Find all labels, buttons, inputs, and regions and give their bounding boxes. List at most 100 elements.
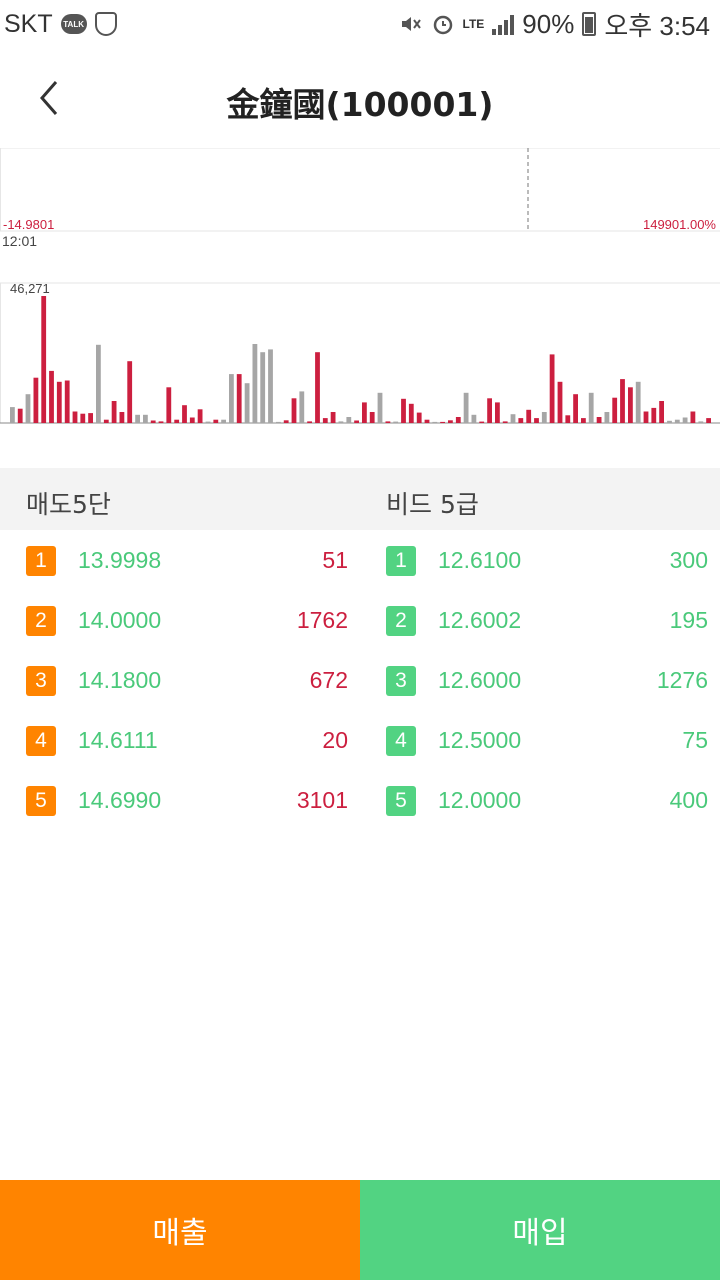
ask-quantity: 1762 [296,607,348,633]
app-header: 金鐘國(100001) [0,48,720,148]
battery-icon [582,12,597,36]
volume-bar [174,419,180,423]
chevron-left-icon [40,81,58,115]
sell-button[interactable]: 매출 [0,1180,360,1280]
ask-row[interactable]: 2 14.0000 1762 [0,590,360,650]
back-button[interactable] [30,78,70,118]
volume-bar [229,374,234,423]
rank-badge: 4 [26,726,56,756]
volume-bar [338,421,344,423]
volume-bar [369,412,375,423]
price-change-label: 149901.00% [642,217,716,232]
rank-badge: 3 [386,666,416,696]
bid-price: 12.6100 [438,547,522,573]
rank-badge: 2 [26,606,56,636]
volume-bar [518,418,524,423]
volume-bar [127,361,133,423]
bid-row[interactable]: 2 12.6002 195 [360,590,720,650]
volume-bar [502,421,508,423]
ask-quantity: 3101 [296,787,348,813]
bid-quantity: 400 [669,787,708,813]
volume-bar [635,381,641,423]
bid-header: 비드 5급 [386,490,479,519]
volume-bar [276,421,281,423]
volume-bar [487,398,492,423]
volume-bar [588,392,594,423]
volume-bar [416,412,422,423]
volume-bar [565,415,571,423]
volume-bar [291,398,297,423]
volume-bar [315,352,320,423]
volume-bar [96,344,101,423]
volume-bar [10,407,15,423]
ask-row[interactable]: 1 13.9998 51 [0,530,360,590]
ask-row[interactable]: 3 14.1800 672 [0,650,360,710]
rank-badge: 3 [26,666,56,696]
ask-row[interactable]: 5 14.6990 3101 [0,770,360,830]
volume-bar [401,398,406,423]
signal-icon [492,13,515,35]
volume-bar [604,412,610,423]
alarm-icon [431,12,455,36]
volume-bar [620,379,625,423]
clock: 오후 3:54 [604,10,710,41]
volume-bar [135,414,140,423]
volume-bar [244,383,250,423]
volume-bar [307,421,312,423]
price-min-label: -14.9801 [3,217,55,232]
volume-bar [25,394,31,423]
time-label: 12:01 [2,233,38,249]
volume-bar [205,421,211,423]
ask-quantity: 672 [309,667,348,693]
volume-max-label: 46,271 [10,281,50,296]
rank-badge: 2 [386,606,416,636]
volume-bar [260,352,266,423]
network-type-label: LTE [462,17,485,31]
volume-bar [549,354,555,423]
volume-bar [189,417,195,423]
volume-bar [682,417,688,423]
volume-bar [526,409,532,423]
bid-price: 12.6002 [438,607,522,633]
volume-bar [698,421,704,423]
shield-icon [94,12,117,36]
volume-bar [534,418,539,423]
volume-bar [581,418,586,423]
bid-row[interactable]: 3 12.6000 1276 [360,650,720,710]
bid-price: 12.0000 [438,787,522,813]
volume-bar [596,417,602,423]
volume-bar [471,414,477,423]
volume-bar [299,391,305,423]
bid-row[interactable]: 1 12.6100 300 [360,530,720,590]
rank-badge: 1 [386,546,416,576]
volume-bar [56,381,62,423]
page-title: 金鐘國(100001) [226,85,494,124]
battery-percent: 90% [522,8,575,39]
volume-bar [510,414,516,423]
order-book-header: 매도5단 비드 5급 [0,468,720,530]
rank-badge: 1 [26,546,56,576]
buy-button[interactable]: 매입 [360,1180,720,1280]
volume-bar [33,377,39,423]
bid-price: 12.5000 [438,727,522,753]
volume-bar [659,401,664,423]
volume-bar [706,418,711,423]
ask-quantity: 51 [322,547,348,573]
volume-bar [362,402,367,423]
ask-price: 14.6990 [78,787,162,813]
volume-bar [393,421,399,423]
volume-bar [346,417,352,423]
volume-bar [557,381,563,423]
volume-bar [252,344,258,423]
carrier-label: SKT [4,9,53,38]
rank-badge: 5 [26,786,56,816]
bid-row[interactable]: 5 12.0000 400 [360,770,720,830]
ask-header: 매도5단 [26,490,111,519]
volume-bar [667,420,672,423]
ask-quantity: 20 [322,727,348,753]
volume-bar [479,421,485,423]
bid-quantity: 1276 [656,667,708,693]
bid-row[interactable]: 4 12.5000 75 [360,710,720,770]
ask-row[interactable]: 4 14.6111 20 [0,710,360,770]
volume-bar [690,411,696,423]
